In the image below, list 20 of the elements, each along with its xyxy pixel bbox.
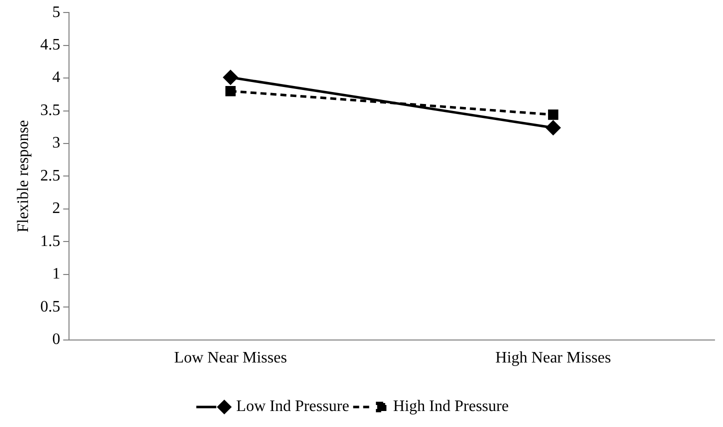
y-tick-label: 5 (52, 4, 60, 21)
y-tick-label: 0.5 (40, 298, 60, 316)
y-tick-label: 4 (52, 69, 60, 86)
legend-label: Low Ind Pressure (236, 398, 350, 416)
legend-label: High Ind Pressure (393, 398, 509, 416)
point (225, 86, 236, 96)
point (223, 70, 238, 85)
y-tick-label: 3 (52, 134, 60, 152)
y-tick-label: 4.5 (40, 36, 60, 54)
y-tick-label: 0 (52, 331, 60, 348)
y-tick-label: 1 (52, 266, 60, 283)
y-tick-label: 2 (52, 200, 60, 218)
x-tick-label: Low Near Misses (174, 350, 287, 367)
y-tick-label: 1.5 (40, 232, 60, 250)
point (546, 120, 560, 136)
y-tick-label: 3.5 (40, 102, 60, 119)
y-tick-label: 2.5 (40, 167, 60, 184)
y-axis-title: Flexible response (14, 120, 32, 232)
point (548, 110, 558, 120)
x-tick-label: High Near Misses (495, 350, 611, 367)
